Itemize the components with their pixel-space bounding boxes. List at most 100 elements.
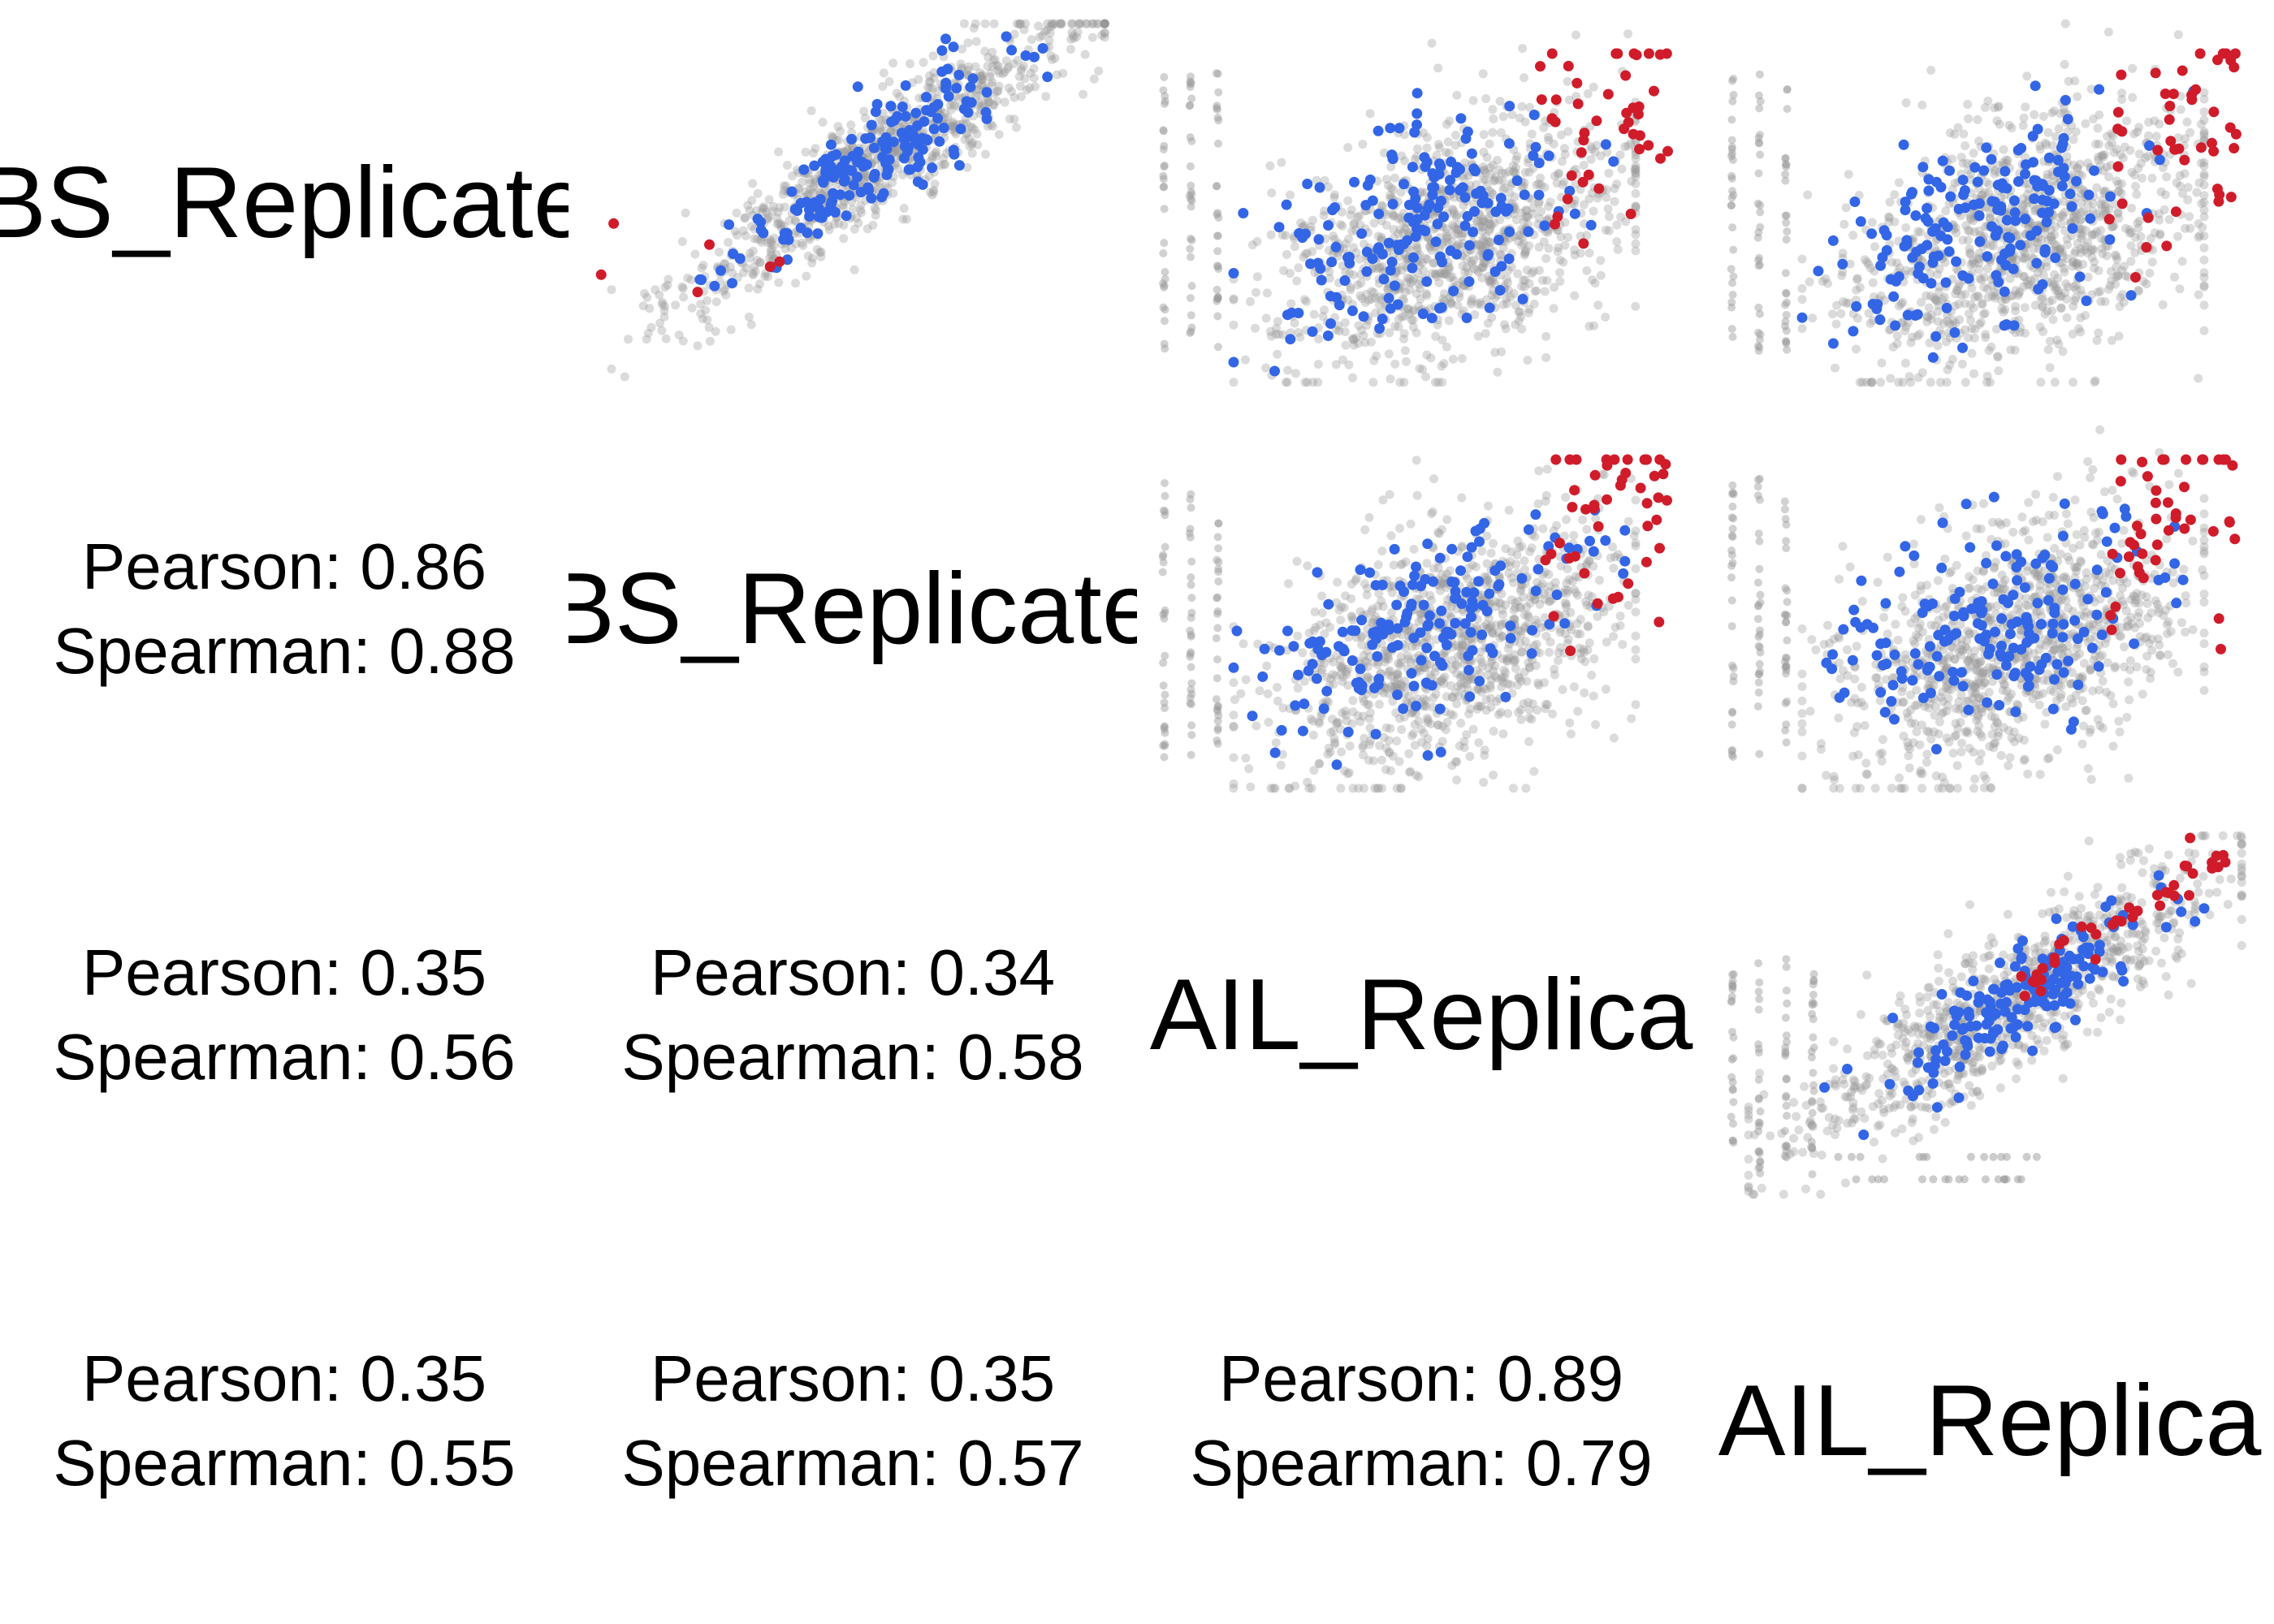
grey-point xyxy=(1046,51,1056,61)
grey-point xyxy=(1338,672,1348,682)
grey-point xyxy=(1782,211,1791,220)
grey-point xyxy=(1393,673,1403,683)
grey-point xyxy=(1978,309,1988,319)
grey-point xyxy=(1940,257,1950,267)
grey-point xyxy=(1562,599,1571,609)
grey-point xyxy=(1374,263,1384,273)
grey-point xyxy=(1588,275,1597,285)
grey-point xyxy=(1586,154,1596,164)
grey-point xyxy=(1627,176,1636,186)
grey-point xyxy=(1285,784,1295,793)
grey-point xyxy=(1357,294,1367,303)
grey-point xyxy=(1754,303,1763,312)
grey-point xyxy=(1485,579,1495,589)
grey-point xyxy=(1498,672,1507,682)
grey-point xyxy=(1515,542,1524,552)
grey-point xyxy=(2049,240,2059,248)
grey-point xyxy=(1563,232,1573,242)
grey-point xyxy=(1578,515,1588,525)
grey-point xyxy=(657,326,667,335)
grey-point xyxy=(2199,191,2209,201)
grey-point xyxy=(1898,378,1908,387)
grey-point xyxy=(1410,154,1420,164)
grey-point xyxy=(1403,304,1413,313)
grey-point xyxy=(1489,628,1498,638)
grey-point xyxy=(2021,153,2030,162)
grey-point xyxy=(1805,277,1814,287)
blue-point xyxy=(1917,273,1929,284)
grey-point xyxy=(1340,317,1350,327)
grey-point xyxy=(1516,626,1526,636)
grey-point xyxy=(1532,286,1541,296)
grey-point xyxy=(1589,654,1599,663)
grey-point xyxy=(1353,711,1363,720)
grey-point xyxy=(1839,297,1848,306)
grey-point xyxy=(1383,180,1393,190)
grey-point xyxy=(798,241,808,250)
grey-point xyxy=(1727,265,1736,274)
grey-point xyxy=(1365,723,1375,732)
grey-point xyxy=(1487,188,1497,197)
grey-point xyxy=(1866,263,1875,273)
grey-point xyxy=(2022,276,2032,286)
grey-point xyxy=(1511,155,1521,165)
grey-point xyxy=(1485,226,1494,235)
grey-point xyxy=(1781,170,1790,179)
grey-point xyxy=(724,238,733,247)
grey-point xyxy=(1582,559,1592,568)
grey-point xyxy=(1457,542,1467,551)
grey-point xyxy=(1896,299,1906,309)
grey-point xyxy=(1213,702,1222,711)
grey-point xyxy=(2199,115,2209,125)
grey-point xyxy=(992,61,1001,71)
grey-point xyxy=(1515,231,1525,240)
grey-point xyxy=(1447,693,1457,702)
grey-point xyxy=(1782,289,1791,298)
blue-point xyxy=(1314,182,1325,193)
grey-point xyxy=(1281,231,1290,240)
blue-point xyxy=(844,190,855,201)
grey-point xyxy=(1479,162,1488,171)
grey-point xyxy=(2071,260,2081,270)
grey-point xyxy=(1394,714,1404,723)
grey-point xyxy=(1385,328,1394,338)
grey-point xyxy=(815,248,824,257)
grey-point xyxy=(1186,294,1195,302)
grey-point xyxy=(1456,242,1466,252)
grey-point xyxy=(2022,71,2032,81)
blue-point xyxy=(1909,310,1921,321)
grey-point xyxy=(1496,249,1506,259)
grey-point xyxy=(1368,756,1378,766)
grey-point xyxy=(1571,30,1580,40)
grey-point xyxy=(1294,263,1303,273)
grey-point xyxy=(1419,700,1429,710)
grey-point xyxy=(1756,201,1765,209)
grey-point xyxy=(1485,683,1495,693)
diag-label-cell-1: BS_Replicate xyxy=(568,406,1137,812)
grey-point xyxy=(2081,311,2090,320)
grey-point xyxy=(1966,214,1976,224)
grey-point xyxy=(1500,672,1509,682)
grey-point xyxy=(1397,151,1407,161)
grey-point xyxy=(705,336,715,346)
grey-point xyxy=(2060,59,2069,69)
grey-point xyxy=(1351,333,1361,343)
grey-point xyxy=(1386,190,1395,200)
grey-point xyxy=(1514,672,1524,682)
grey-point xyxy=(919,58,928,67)
grey-point xyxy=(677,237,687,246)
blue-point xyxy=(1285,334,1296,345)
grey-point xyxy=(2047,278,2056,287)
grey-point xyxy=(2056,303,2066,313)
blue-point xyxy=(1325,291,1336,302)
blue-point xyxy=(1475,185,1486,197)
grey-point xyxy=(1213,182,1221,191)
grey-point xyxy=(1444,316,1454,326)
grey-point xyxy=(1161,268,1169,276)
grey-point xyxy=(765,253,774,263)
grey-point xyxy=(1314,335,1324,343)
grey-point xyxy=(1384,667,1394,676)
grey-point xyxy=(2045,336,2055,346)
grey-point xyxy=(1560,149,1570,159)
grey-point xyxy=(1214,577,1223,586)
